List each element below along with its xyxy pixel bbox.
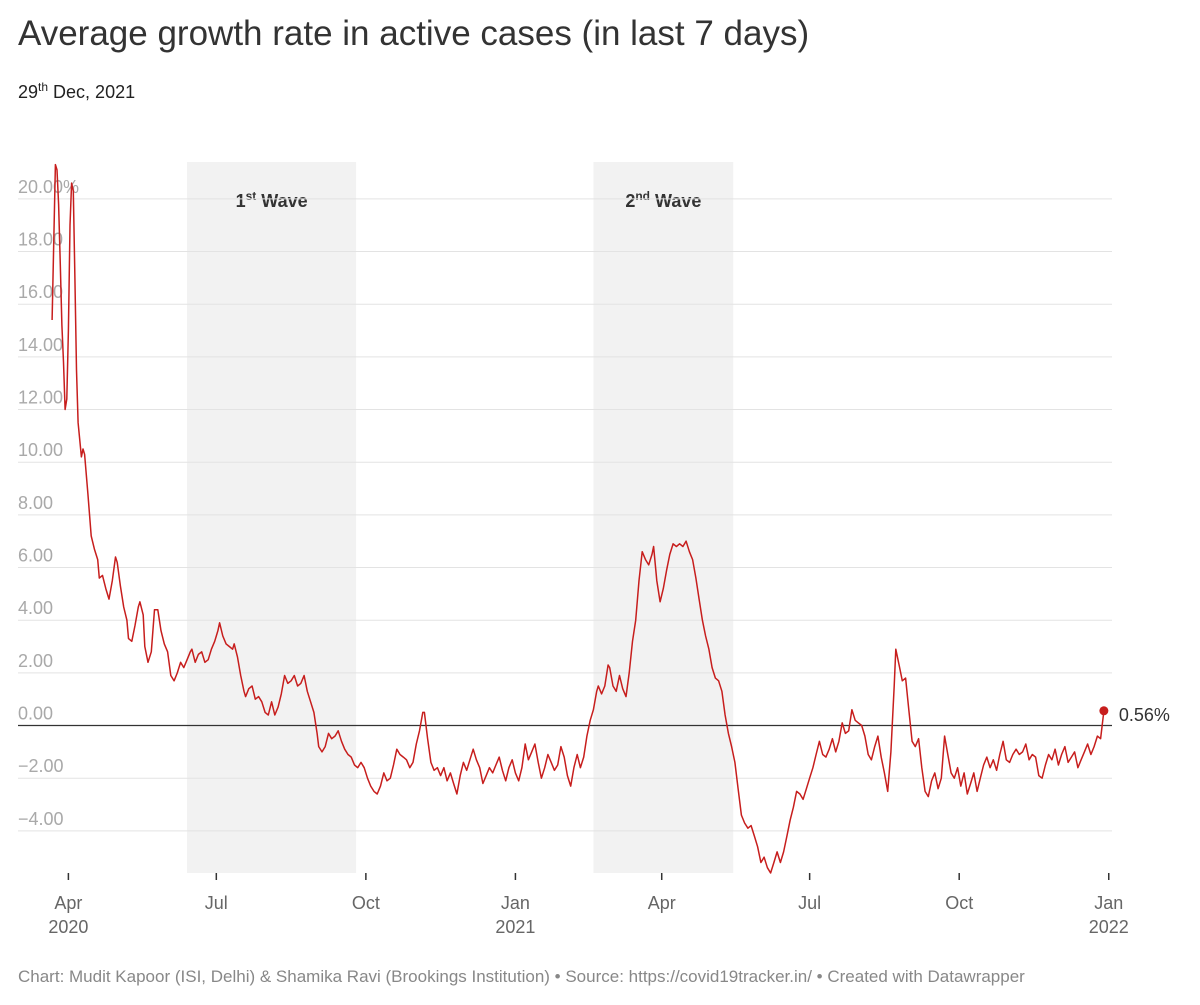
wave-band	[593, 162, 734, 873]
x-tick-label: Jan	[501, 893, 530, 913]
chart-title: Average growth rate in active cases (in …	[18, 14, 810, 53]
x-tick-label: Jul	[798, 893, 821, 913]
x-tick-label: Oct	[352, 893, 380, 913]
chart-footer: Chart: Mudit Kapoor (ISI, Delhi) & Shami…	[18, 967, 1025, 986]
y-tick-label: 2.00	[18, 651, 53, 671]
y-tick-label: 16.00	[18, 282, 63, 302]
y-tick-label: 10.00	[18, 440, 63, 460]
y-tick-label: 12.00	[18, 388, 63, 408]
x-tick-year-label: 2021	[495, 917, 535, 937]
y-tick-label: 6.00	[18, 546, 53, 566]
y-tick-label: 14.00	[18, 335, 63, 355]
x-tick-year-label: 2022	[1089, 917, 1129, 937]
wave-band	[187, 162, 357, 873]
end-value-label: 0.56%	[1119, 705, 1170, 725]
wave-band-label: 1st Wave	[236, 189, 308, 211]
y-tick-label: −2.00	[18, 756, 64, 776]
subtitle-day: 29	[18, 82, 39, 102]
y-tick-label: 20.00%	[18, 177, 79, 197]
x-tick-label: Apr	[54, 893, 82, 913]
x-tick-label: Jan	[1094, 893, 1123, 913]
y-tick-label: 0.00	[18, 704, 53, 724]
y-tick-label: 18.00	[18, 230, 63, 250]
wave-band-label: 2nd Wave	[625, 189, 701, 211]
y-tick-label: 8.00	[18, 493, 53, 513]
subtitle-day-suffix: th	[38, 80, 49, 94]
end-point-marker	[1099, 706, 1109, 716]
series-line	[51, 163, 1105, 874]
x-tick-label: Oct	[945, 893, 973, 913]
y-tick-label: 4.00	[18, 598, 53, 618]
chart-subtitle: 29th Dec, 2021	[18, 80, 135, 103]
x-tick-year-label: 2020	[48, 917, 88, 937]
x-tick-label: Jul	[205, 893, 228, 913]
x-tick-label: Apr	[648, 893, 676, 913]
y-tick-label: −4.00	[18, 809, 64, 829]
subtitle-rest: Dec, 2021	[48, 82, 136, 102]
